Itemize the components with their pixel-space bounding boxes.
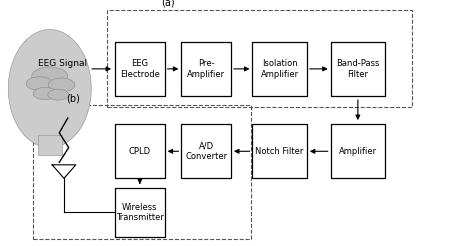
Text: Band-Pass
Filter: Band-Pass Filter <box>336 59 380 78</box>
Text: CPLD: CPLD <box>129 147 151 156</box>
Bar <box>181 124 231 178</box>
Text: (b): (b) <box>66 93 80 103</box>
Circle shape <box>48 89 69 100</box>
Circle shape <box>48 78 75 92</box>
Bar <box>252 42 307 96</box>
Bar <box>115 124 164 178</box>
Text: Wireless
Transmitter: Wireless Transmitter <box>116 203 164 222</box>
Bar <box>33 105 251 239</box>
Text: (a): (a) <box>161 0 175 7</box>
Bar <box>252 124 307 178</box>
Text: Amplifier: Amplifier <box>339 147 377 156</box>
Text: Isolation
Amplifier: Isolation Amplifier <box>261 59 299 78</box>
Ellipse shape <box>9 30 91 148</box>
Bar <box>331 124 385 178</box>
Bar <box>107 10 412 107</box>
Text: EEG
Electrode: EEG Electrode <box>120 59 160 78</box>
Circle shape <box>33 87 57 100</box>
Bar <box>181 42 231 96</box>
Text: EEG Signal: EEG Signal <box>38 60 87 68</box>
Text: Notch Filter: Notch Filter <box>255 147 304 156</box>
Bar <box>115 188 164 237</box>
Bar <box>38 135 62 155</box>
Text: A/D
Converter: A/D Converter <box>185 142 227 161</box>
Text: Pre-
Amplifier: Pre- Amplifier <box>187 59 225 78</box>
Circle shape <box>32 67 68 86</box>
Bar <box>115 42 164 96</box>
Bar <box>331 42 385 96</box>
Circle shape <box>26 77 53 91</box>
